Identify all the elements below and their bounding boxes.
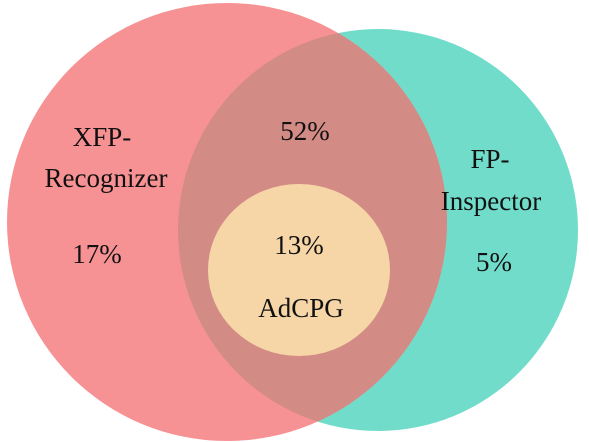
- inner-value: 13%: [274, 230, 324, 260]
- set-label: FP-: [470, 144, 509, 174]
- set-value: 5%: [476, 247, 512, 277]
- inner-label: AdCPG: [258, 293, 344, 323]
- set-label: XFP-: [73, 122, 132, 152]
- set-label: Inspector: [441, 186, 541, 216]
- intersection-value: 52%: [280, 116, 330, 146]
- set-value: 17%: [72, 239, 122, 269]
- set-label: Recognizer: [45, 163, 168, 193]
- inner-circle: [208, 184, 390, 356]
